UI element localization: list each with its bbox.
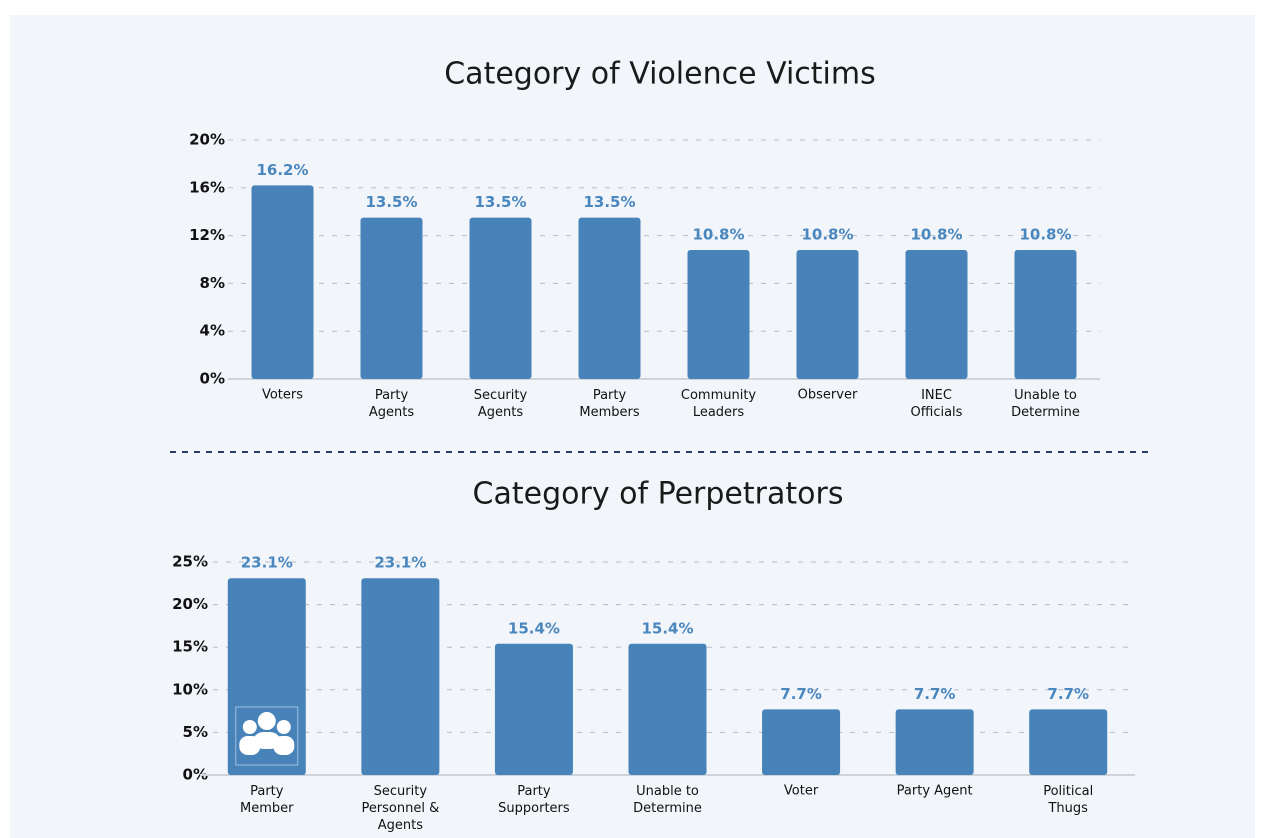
value-label: 23.1% [374,554,426,572]
y-tick-label: 0% [200,370,225,388]
value-label: 15.4% [508,619,560,637]
value-label: 10.8% [692,225,744,243]
x-tick-label: INEC Officials [911,388,963,420]
bar [360,217,423,379]
value-label: 7.7% [780,685,822,703]
bar [905,249,968,379]
value-label: 10.8% [1019,225,1071,243]
x-tick-label: Voter [784,784,819,799]
value-label: 15.4% [641,619,693,637]
y-tick-label: 8% [200,274,225,292]
value-label: 7.7% [914,685,956,703]
y-tick-label: 25% [172,553,208,571]
y-tick-label: 4% [200,322,225,340]
x-tick-label: Security Personnel & Agents [361,784,439,833]
x-tick-label: Voters [262,388,303,403]
x-tick-label: Community Leaders [681,388,757,420]
y-tick-label: 12% [189,226,225,244]
bar [361,578,440,775]
people-icon [235,706,299,766]
x-tick-label: Party Supporters [498,784,570,816]
bar [494,643,573,775]
y-tick-label: 10% [172,680,208,698]
icon-head [257,712,276,730]
value-label: 13.5% [365,193,417,211]
icon-head [276,720,291,734]
value-label: 10.8% [801,225,853,243]
y-tick-label: 16% [189,178,225,196]
x-tick-label: Unable to Determine [633,784,702,816]
bar [1029,709,1108,775]
y-tick-label: 5% [183,723,208,741]
value-label: 10.8% [910,225,962,243]
x-tick-label: Security Agents [474,388,528,420]
chart-title: Category of Perpetrators [473,477,844,512]
bar [895,709,974,775]
icon-head [242,720,257,734]
bar [628,643,707,775]
value-label: 13.5% [474,193,526,211]
x-tick-label: Observer [798,388,858,403]
y-tick-label: 20% [172,595,208,613]
y-tick-label: 20% [189,131,225,149]
y-tick-label: 0% [183,766,208,784]
icon-frame [235,706,299,766]
bar [762,709,841,775]
chart-title: Category of Violence Victims [444,57,876,92]
x-tick-label: Party Agents [369,388,414,420]
x-tick-label: Political Thugs [1043,784,1093,816]
icon-body [253,732,281,749]
bar [251,185,314,379]
x-tick-label: Party Agent [897,784,973,799]
value-label: 23.1% [241,554,293,572]
y-tick-label: 15% [172,638,208,656]
x-tick-label: Unable to Determine [1011,388,1080,420]
bar [578,217,641,379]
bar [1014,249,1077,379]
value-label: 13.5% [583,193,635,211]
value-label: 7.7% [1047,685,1089,703]
x-tick-label: Party Members [579,388,639,420]
bar [469,217,532,379]
bar [687,249,750,379]
x-tick-label: Party Member [240,784,294,816]
bar [796,249,859,379]
value-label: 16.2% [256,161,308,179]
